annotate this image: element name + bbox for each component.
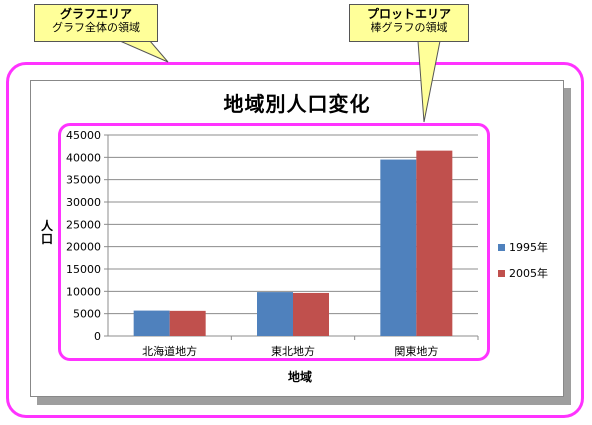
chart-area-callout-subtitle: グラフ全体の領域	[52, 21, 140, 34]
y-tick-label: 35000	[66, 174, 101, 187]
legend: 1995年 2005年	[498, 240, 548, 292]
chart-title: 地域別人口変化	[223, 92, 371, 116]
legend-swatch-2005	[498, 269, 505, 277]
chart-box	[30, 80, 564, 397]
bar-1995年-北海道地方	[133, 310, 170, 336]
bar-2005年-関東地方	[416, 150, 453, 336]
chart-area-callout-tail	[119, 40, 169, 63]
x-axis-label: 地域	[287, 370, 312, 384]
legend-swatch-1995	[498, 243, 505, 251]
bar-2005年-北海道地方	[169, 310, 206, 336]
bar-1995年-東北地方	[257, 292, 293, 336]
y-tick-label: 45000	[66, 129, 101, 142]
chart-area-outline	[6, 62, 584, 418]
plot-area-callout-tail	[417, 40, 441, 123]
x-tick-label: 東北地方	[271, 344, 315, 358]
y-axis-label: 人口	[40, 219, 53, 246]
x-tick-label: 北海道地方	[142, 344, 197, 358]
plot-area-callout-title: プロットエリア	[366, 7, 451, 21]
y-tick-label: 10000	[66, 285, 101, 298]
bar-1995年-関東地方	[380, 159, 417, 336]
chart-area-callout: グラフエリア グラフ全体の領域	[34, 4, 158, 42]
legend-item-2005: 2005年	[498, 266, 548, 280]
legend-item-1995: 1995年	[498, 240, 548, 254]
legend-label-1995: 1995年	[509, 241, 548, 254]
y-tick-label: 30000	[66, 196, 101, 209]
y-tick-label: 25000	[66, 218, 101, 231]
plot-area-callout: プロットエリア 棒グラフの領域	[349, 4, 469, 42]
y-tick-label: 5000	[73, 308, 101, 321]
y-tick-label: 15000	[66, 263, 101, 276]
chart-area-callout-title: グラフエリア	[59, 7, 132, 21]
bar-2005年-東北地方	[293, 292, 329, 336]
y-tick-label: 40000	[66, 151, 101, 164]
legend-label-2005: 2005年	[509, 267, 548, 280]
x-tick-label: 関東地方	[394, 344, 438, 358]
plot-area-outline	[58, 123, 490, 361]
y-tick-label: 20000	[66, 241, 101, 254]
plot-area-callout-subtitle: 棒グラフの領域	[370, 21, 448, 34]
y-tick-label: 0	[94, 330, 101, 343]
